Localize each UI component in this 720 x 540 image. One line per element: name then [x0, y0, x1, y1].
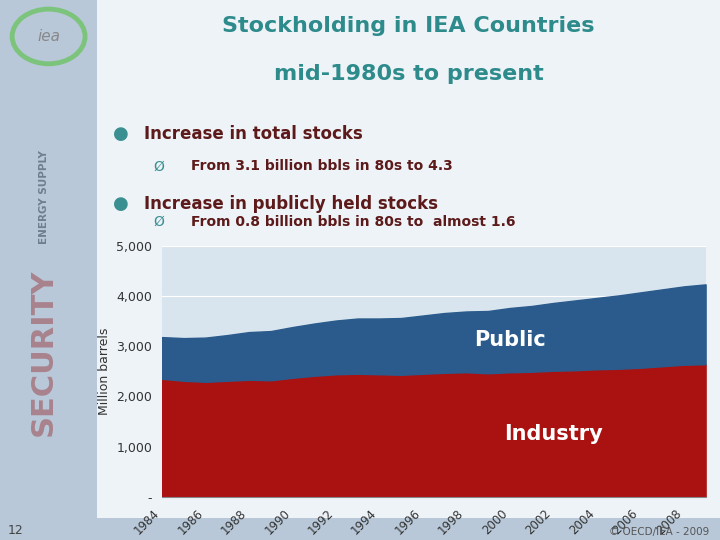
Text: ENERGY SUPPLY: ENERGY SUPPLY: [39, 150, 49, 244]
Text: Industry: Industry: [504, 424, 603, 444]
Text: ●: ●: [113, 195, 129, 213]
Y-axis label: Million barrels: Million barrels: [98, 328, 111, 415]
Text: Increase in total stocks: Increase in total stocks: [144, 125, 363, 143]
Text: © OECD/IEA - 2009: © OECD/IEA - 2009: [609, 527, 709, 537]
Text: SECURITY: SECURITY: [30, 269, 58, 436]
Text: From 0.8 billion bbls in 80s to  almost 1.6: From 0.8 billion bbls in 80s to almost 1…: [191, 215, 515, 229]
Text: Ø: Ø: [153, 159, 164, 173]
Text: ●: ●: [113, 125, 129, 143]
Text: Ø: Ø: [153, 215, 164, 229]
Text: Increase in publicly held stocks: Increase in publicly held stocks: [144, 195, 438, 213]
Text: From 3.1 billion bbls in 80s to 4.3: From 3.1 billion bbls in 80s to 4.3: [191, 159, 452, 173]
Text: Stockholding in IEA Countries: Stockholding in IEA Countries: [222, 16, 595, 36]
Text: iea: iea: [37, 29, 60, 44]
Text: mid-1980s to present: mid-1980s to present: [274, 64, 544, 84]
Text: Public: Public: [474, 330, 546, 350]
Text: 12: 12: [7, 524, 23, 537]
